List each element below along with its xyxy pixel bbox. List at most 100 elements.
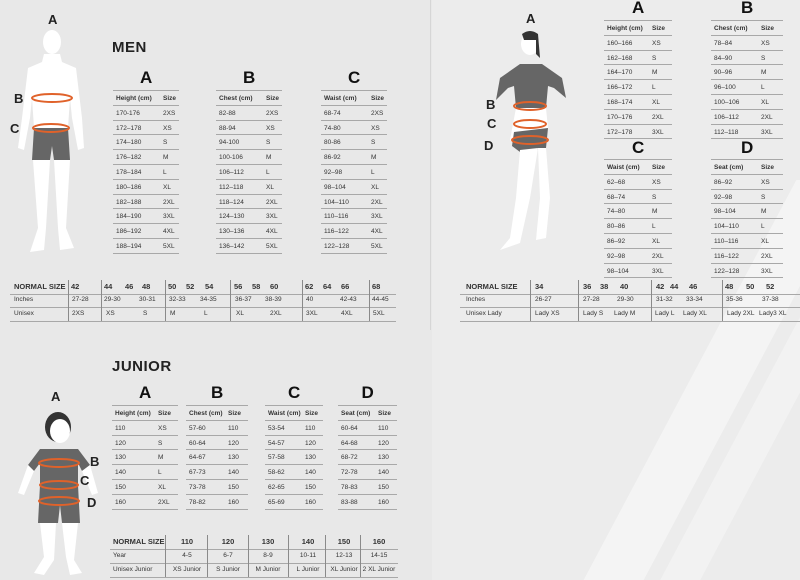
size-cell: 130 [228, 454, 239, 462]
column-header: Waist (cm) [607, 164, 640, 171]
row-value: 2XL [270, 309, 282, 317]
women-table-a-letter: A [632, 0, 645, 17]
row-divider [110, 563, 398, 564]
table-row: 176–182 M [113, 150, 179, 165]
column-divider [68, 280, 69, 321]
column-divider [578, 280, 579, 321]
table-row: 174–180 S [113, 135, 179, 151]
women-normal-size-table: NORMAL SIZE 34 36 38 40 42 44 46 48 50 52 Inches 26-… [460, 280, 800, 322]
table-row: 64-67 130 [186, 450, 248, 466]
men-table-b: Chest (cm) Size 82-88 2XS 88-94 XS 94-100 S 100-… [216, 90, 282, 254]
normal-size-value: 42 [656, 281, 665, 291]
column-header: Waist (cm) [324, 95, 357, 102]
size-cell: S [163, 139, 168, 147]
normal-size-value: 58 [252, 281, 261, 291]
row-value: 29-30 [104, 296, 121, 304]
measurement-cell: 78-83 [341, 483, 358, 491]
measurement-cell: 57-60 [189, 424, 206, 432]
table-row: 170–176 2XL [604, 110, 672, 125]
size-cell: L [266, 168, 270, 176]
table-row: 78–84 XS [711, 36, 783, 51]
measurement-cell: 112–118 [219, 183, 244, 191]
table-row: 130 M [112, 450, 178, 466]
normal-size-label: NORMAL SIZE [466, 281, 518, 291]
size-cell: S [761, 54, 766, 62]
size-cell: 5XL [163, 242, 175, 250]
women-table-d-letter: D [741, 138, 754, 157]
size-cell: 150 [305, 483, 316, 491]
normal-size-value: 50 [168, 281, 177, 291]
size-cell: 2XL [163, 198, 175, 206]
junior-table-a-letter: A [139, 383, 152, 402]
size-cell: L [652, 84, 656, 92]
table-header-row: Chest (cm) Size [216, 90, 282, 106]
size-cell: 4XL [371, 228, 383, 236]
table-row: 74–80 M [604, 204, 672, 220]
normal-size-value: 140 [301, 537, 315, 546]
table-row: 73-78 150 [186, 480, 248, 495]
table-header-row: Chest (cm) Size [711, 20, 783, 36]
table-row: 53-54 110 [265, 421, 323, 436]
column-header: Chest (cm) [189, 410, 223, 417]
table-row: 130–136 4XL [216, 224, 282, 239]
row-divider [460, 320, 800, 322]
column-header: Chest (cm) [219, 95, 253, 102]
table-header-row: Height (cm) Size [112, 405, 178, 421]
table-row: 60-64 110 [338, 421, 397, 436]
size-cell: L [652, 223, 656, 231]
row-value: 2 XL Junior [362, 566, 396, 573]
row-label: Unisex Junior [113, 566, 153, 573]
row-value: 44-45 [372, 296, 389, 304]
table-row: 186–192 4XL [113, 224, 179, 239]
women-table-b-letter: B [741, 0, 754, 17]
row-value: Lady L [655, 309, 675, 317]
table-row: 178–184 L [113, 165, 179, 180]
size-cell: 2XL [761, 113, 773, 121]
size-cell: 5XL [371, 242, 383, 250]
table-row: 112–118 XL [216, 180, 282, 195]
column-divider [530, 280, 531, 321]
table-row: 84–90 S [711, 51, 783, 66]
size-cell: 130 [305, 454, 316, 462]
size-cell: 5XL [266, 242, 278, 250]
table-row: 82-88 2XS [216, 106, 282, 121]
row-value: 2XS [72, 309, 85, 317]
row-value: L [204, 309, 208, 317]
size-cell: 4XL [163, 228, 175, 236]
column-divider [369, 280, 370, 321]
size-cell: S [371, 139, 376, 147]
row-value: 35-36 [726, 296, 743, 304]
size-cell: L [163, 168, 167, 176]
column-header: Chest (cm) [714, 25, 748, 32]
measurement-cell: 83-88 [341, 498, 358, 506]
column-header: Size [652, 25, 666, 32]
size-cell: XL [266, 183, 274, 191]
normal-size-value: 50 [746, 281, 755, 291]
men-normal-size-table: NORMAL SIZE 42 44 46 48 50 52 54 56 58 60 62 64 66 68 I… [10, 280, 396, 322]
size-cell: S [652, 54, 657, 62]
size-cell: XL [761, 98, 769, 106]
size-cell: M [652, 208, 658, 216]
size-cell: 110 [228, 424, 239, 432]
row-value: M [170, 309, 176, 317]
size-cell: M [652, 69, 658, 77]
size-cell: 2XS [371, 109, 384, 117]
junior-table-c: Waist (cm) Size 53-54 110 54-57 120 57-58 130 58… [265, 405, 323, 510]
table-row: 100-106 M [216, 150, 282, 165]
measurement-cell: 110 [115, 424, 126, 432]
table-row: 110 XS [112, 421, 178, 436]
normal-size-value: 46 [125, 281, 134, 291]
table-row: 136–142 5XL [216, 239, 282, 254]
women-table-d: Seat (cm) Size 86–92 XS 92–98 S 98–104 M 104–110… [711, 159, 783, 279]
table-row: 58-62 140 [265, 465, 323, 480]
table-header-row: Waist (cm) Size [265, 405, 323, 421]
table-row: 62–68 XS [604, 175, 672, 190]
row-value: Lady XL [683, 309, 707, 317]
normal-size-value: 36 [583, 281, 592, 291]
table-row: 106–112 L [216, 165, 282, 180]
table-row: 86-92 M [321, 150, 387, 165]
normal-size-value: 48 [142, 281, 151, 291]
table-row: 60-64 120 [186, 436, 248, 451]
men-letter-c: C [10, 121, 20, 136]
table-row: 122–128 5XL [321, 239, 387, 254]
